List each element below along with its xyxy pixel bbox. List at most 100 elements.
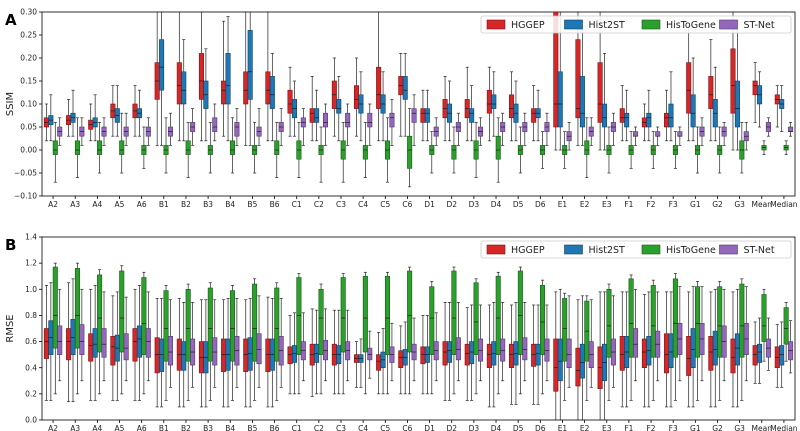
box-hist2st <box>757 71 763 128</box>
box-iqr <box>185 140 191 155</box>
box-hggep <box>464 307 470 401</box>
box-hist2st <box>358 71 364 142</box>
box-histogene <box>207 122 213 174</box>
x-tick-label: A6 <box>137 424 147 431</box>
box-iqr <box>708 336 714 371</box>
box-st-net <box>522 112 528 146</box>
box-st-net <box>655 291 661 382</box>
box-st-net <box>212 103 218 142</box>
box-iqr <box>287 89 293 114</box>
box-iqr <box>668 103 674 128</box>
x-tick-label: B5 <box>247 200 257 209</box>
box-st-net <box>655 126 661 146</box>
box-hist2st <box>690 286 696 408</box>
box-histogene <box>119 265 125 395</box>
panel-label: B <box>5 236 16 254</box>
box-iqr <box>464 343 470 366</box>
box-st-net <box>743 122 749 151</box>
box-histogene <box>296 273 302 395</box>
box-iqr <box>686 62 692 114</box>
box-iqr <box>531 108 537 123</box>
x-tick-label: C4 <box>358 200 368 209</box>
box-iqr <box>181 71 187 105</box>
y-tick-label: 0.10 <box>20 100 37 109</box>
box-histogene <box>584 117 590 178</box>
box-hist2st <box>247 11 253 146</box>
box-iqr <box>141 277 147 355</box>
box-st-net <box>588 117 594 146</box>
box-iqr <box>690 94 696 128</box>
box-iqr <box>252 283 258 362</box>
box-iqr <box>686 336 692 376</box>
box-iqr <box>500 338 506 362</box>
box-iqr <box>221 80 227 105</box>
box-iqr <box>291 345 297 363</box>
box-hist2st <box>491 71 497 137</box>
panel-label: A <box>5 11 17 29</box>
box-histogene <box>318 126 324 183</box>
y-tick-label: 0.0 <box>25 416 37 425</box>
box-st-net <box>345 103 351 146</box>
box-iqr <box>181 341 187 371</box>
box-iqr <box>309 108 315 123</box>
box-st-net <box>788 320 794 374</box>
box-st-net <box>500 112 506 146</box>
box-iqr <box>136 325 142 358</box>
box-iqr <box>57 325 63 355</box>
box-hist2st <box>380 328 386 395</box>
box-iqr <box>389 112 395 128</box>
box-iqr <box>650 285 656 358</box>
x-tick-label: D3 <box>469 200 480 209</box>
box-iqr <box>74 140 80 155</box>
x-tick-label: A6 <box>137 200 147 209</box>
legend-frame <box>480 240 792 259</box>
box-iqr <box>119 270 125 353</box>
box-iqr <box>633 328 639 358</box>
box-iqr <box>411 108 417 123</box>
box-histogene <box>296 122 302 178</box>
box-histogene <box>495 271 501 395</box>
legend-swatch <box>719 244 738 255</box>
y-tick-label: 0.05 <box>20 123 37 132</box>
box-histogene <box>52 262 58 395</box>
x-tick-label: G2 <box>712 424 723 431</box>
box-hggep <box>331 57 337 137</box>
y-tick-label: 0.2 <box>25 389 37 398</box>
box-iqr <box>628 278 634 358</box>
box-histogene <box>473 278 479 395</box>
box-iqr <box>491 94 497 109</box>
box-iqr <box>110 336 116 366</box>
box-hggep <box>553 291 559 421</box>
box-st-net <box>123 296 129 382</box>
box-hist2st <box>557 288 563 421</box>
box-st-net <box>389 99 395 146</box>
box-st-net <box>455 112 461 146</box>
x-tick-label: B1 <box>159 424 169 431</box>
box-hggep <box>664 89 670 142</box>
box-iqr <box>730 48 736 114</box>
x-tick-label: E3 <box>602 200 612 209</box>
box-histogene <box>185 283 191 401</box>
panel-a: A −0.10 −0.05 0.00 0.05 0.10 0.15 0.20 0.25 0.30 S… <box>5 8 798 209</box>
box-st-net <box>699 117 705 146</box>
box-iqr <box>92 328 98 358</box>
box-iqr <box>584 140 590 155</box>
box-histogene <box>695 281 701 401</box>
box-hggep <box>531 85 537 142</box>
box-hggep <box>398 53 404 137</box>
x-tick-label: Median <box>770 200 798 209</box>
box-iqr <box>274 140 280 155</box>
box-iqr <box>101 328 107 358</box>
x-tick-label: C2 <box>314 424 324 431</box>
box-hggep <box>66 99 72 137</box>
box-st-net <box>145 117 151 146</box>
box-histogene <box>97 122 103 174</box>
box-hggep <box>198 11 204 142</box>
box-iqr <box>739 283 745 358</box>
box-hist2st <box>314 309 320 395</box>
box-iqr <box>132 328 138 362</box>
box-iqr <box>234 122 240 137</box>
box-histogene <box>650 131 656 169</box>
box-histogene <box>540 131 546 169</box>
